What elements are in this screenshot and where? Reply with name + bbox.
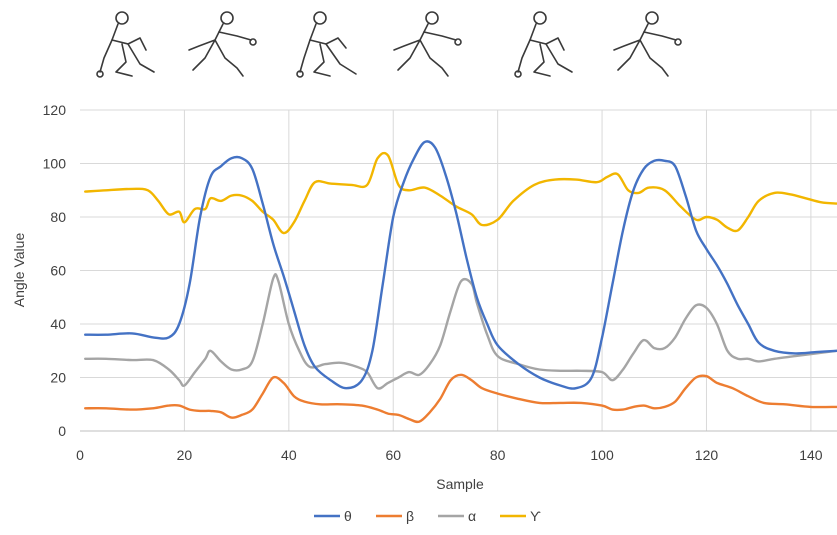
y-tick-label: 40 [50, 316, 66, 332]
x-tick-label: 80 [490, 447, 506, 463]
legend-label-1: θ [344, 508, 352, 524]
x-tick-label: 0 [76, 447, 84, 463]
y-tick-label: 0 [58, 423, 66, 439]
bowler-figure-5 [514, 11, 573, 78]
y-tick-label: 60 [50, 263, 66, 279]
y-tick-label: 120 [43, 102, 67, 118]
x-tick-label: 140 [799, 447, 823, 463]
x-tick-label: 120 [695, 447, 719, 463]
bowler-figure-1 [96, 11, 155, 78]
bowling-figures-strip [96, 11, 682, 78]
x-tick-label: 40 [281, 447, 297, 463]
y-tick-label: 100 [43, 156, 67, 172]
series-line-2 [84, 373, 837, 424]
y-axis-title: Angle Value [11, 233, 27, 308]
legend-label-2: β [406, 508, 414, 524]
bowler-figure-4 [393, 11, 462, 77]
y-tick-label: 80 [50, 209, 66, 225]
legend-label-4: ϒ [530, 508, 541, 524]
series-line-4 [84, 151, 837, 235]
x-axis-title: Sample [436, 476, 484, 492]
x-tick-label: 20 [177, 447, 193, 463]
x-tick-label: 100 [590, 447, 614, 463]
series-line-1 [84, 140, 837, 390]
gridlines [80, 109, 837, 432]
y-tick-label: 20 [50, 370, 66, 386]
series-line-3 [84, 273, 837, 390]
x-tick-label: 60 [385, 447, 401, 463]
bowler-figure-6 [613, 11, 682, 77]
axes: 0 20 40 60 80 100 120 0 20 40 60 80 100 120 140 [43, 102, 837, 463]
legend-label-3: α [468, 508, 476, 524]
bowler-figure-3 [296, 11, 357, 78]
series-lines [84, 140, 837, 424]
bowler-figure-2 [188, 11, 257, 77]
